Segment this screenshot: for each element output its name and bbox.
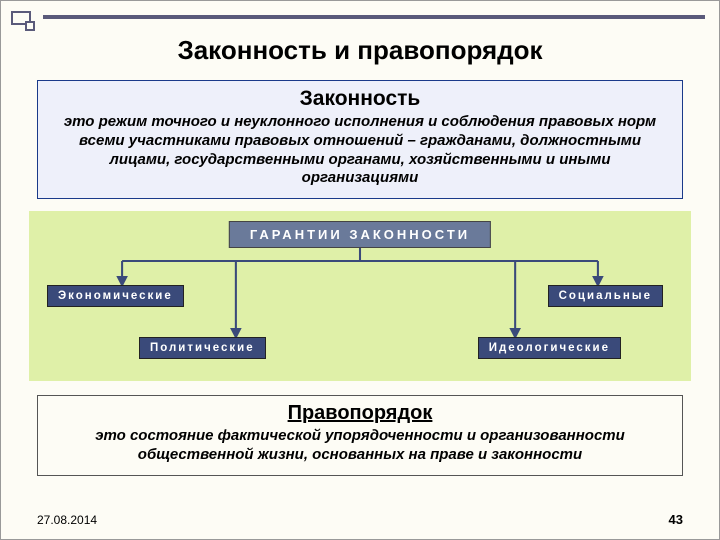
node-political: Политические [139,337,266,359]
top-divider [43,15,705,19]
box1-body: это режим точного и неуклонного исполнен… [52,113,668,188]
box1-heading: Законность [52,87,668,111]
box2-body: это состояние фактической упорядоченност… [50,427,670,465]
corner-decoration [11,11,39,39]
page-title: Законность и правопорядок [1,35,719,66]
footer-page-number: 43 [669,512,683,527]
node-social: Социальные [548,285,663,307]
diagram-root: ГАРАНТИИ ЗАКОННОСТИ [229,221,491,248]
guarantees-diagram: ГАРАНТИИ ЗАКОННОСТИ Экономические Социал… [29,211,691,381]
definition-box-zakonnost: Законность это режим точного и неуклонно… [37,80,683,199]
node-ideological: Идеологические [478,337,621,359]
node-economic: Экономические [47,285,184,307]
box2-heading: Правопорядок [50,402,670,425]
slide: Законность и правопорядок Законность это… [0,0,720,540]
definition-box-pravoporyadok: Правопорядок это состояние фактической у… [37,395,683,476]
footer-date: 27.08.2014 [37,513,97,527]
